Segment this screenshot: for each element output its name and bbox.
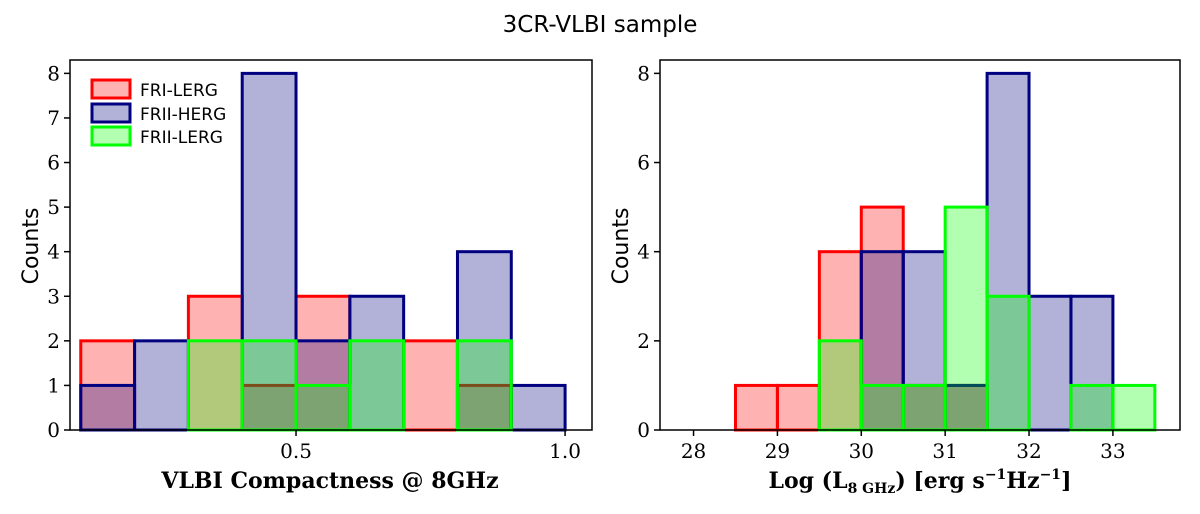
right-xlabel-mid1: ) [erg s	[895, 468, 985, 494]
right-xtick-label-3: 31	[932, 439, 957, 463]
left-bar-fri-lerg-6	[402, 339, 459, 432]
left-xtick-label-0: 0.5	[280, 439, 312, 463]
right-bar-frii-lerg-2	[817, 339, 863, 432]
chart-left: 0 1 2 3 4 5 6 7 8 0.5 1.0	[47, 59, 593, 463]
right-xtick-label-5: 33	[1100, 439, 1125, 463]
right-xtick-label-4: 32	[1016, 439, 1041, 463]
right-xlabel-sup1: −1	[985, 467, 1006, 483]
left-bar-frii-herg-1	[133, 339, 190, 432]
figure-title: 3CR-VLBI sample	[503, 12, 698, 38]
right-bar-frii-lerg-9	[1111, 383, 1157, 432]
left-bar-frii-herg-0	[79, 383, 137, 432]
left-axes-frame	[69, 59, 593, 431]
right-xlabel-pre: Log (L	[769, 468, 848, 494]
right-ytick-label-1: 2	[637, 329, 650, 353]
right-axes-frame	[659, 59, 1181, 431]
legend-swatch-frii-herg	[90, 102, 132, 124]
right-xtick-label-0: 28	[681, 439, 706, 463]
legend-swatch-fri-lerg	[90, 78, 132, 100]
right-ytick-label-2: 4	[637, 240, 650, 264]
right-ytick-label-0: 0	[637, 418, 650, 442]
right-ytick-label-3: 6	[637, 151, 650, 175]
right-xlabel-post: ]	[1061, 468, 1071, 494]
left-xlabel: VLBI Compactness @ 8GHz	[160, 468, 498, 494]
left-ylabel: Counts	[19, 208, 44, 285]
left-ytick-label-3: 3	[47, 284, 60, 308]
right-bar-frii-lerg-5	[943, 205, 989, 432]
left-bar-frii-lerg-0	[186, 339, 244, 432]
legend-label-frii-herg: FRII-HERG	[140, 105, 226, 125]
left-ytick-label-8: 8	[47, 61, 60, 85]
right-ytick-label-4: 8	[637, 61, 650, 85]
right-bar-fri-lerg-0	[733, 383, 779, 432]
legend-label-fri-lerg: FRI-LERG	[140, 81, 218, 101]
right-ylabel: Counts	[609, 208, 634, 285]
left-ytick-label-2: 2	[47, 329, 60, 353]
right-xlabel: Log (L8 GHz) [erg s−1Hz−1]	[769, 467, 1072, 497]
right-bar-frii-lerg-6	[985, 294, 1031, 432]
left-bar-frii-lerg-5	[455, 339, 513, 432]
left-ytick-label-6: 6	[47, 151, 60, 175]
right-bar-frii-lerg-4	[901, 383, 947, 432]
left-xtick-label-1: 1.0	[549, 439, 581, 463]
chart-right: 0 2 4 6 8 28 29 30 31 32 33	[637, 59, 1181, 463]
left-ytick-label-5: 5	[47, 195, 60, 219]
right-xlabel-sup2: −1	[1040, 467, 1061, 483]
right-bar-fri-lerg-1	[775, 383, 821, 432]
right-xtick-label-1: 29	[765, 439, 790, 463]
left-bar-frii-lerg-2	[294, 383, 352, 432]
left-ytick-label-4: 4	[47, 240, 60, 264]
left-bar-frii-lerg-3	[348, 339, 406, 432]
legend-swatch-frii-lerg	[90, 125, 132, 147]
left-bar-frii-herg-8	[509, 383, 567, 432]
right-bar-frii-herg-4	[1027, 294, 1073, 432]
legend-label-frii-lerg: FRII-LERG	[140, 128, 223, 148]
right-xlabel-mid2: Hz	[1006, 468, 1039, 494]
right-xtick-label-2: 30	[849, 439, 874, 463]
left-ytick-label-7: 7	[47, 106, 60, 130]
left-ytick-label-0: 0	[47, 418, 60, 442]
right-bar-frii-lerg-8	[1069, 383, 1115, 432]
right-bar-frii-lerg-3	[859, 383, 905, 432]
left-ytick-label-1: 1	[47, 373, 60, 397]
left-bar-frii-lerg-1	[240, 339, 298, 432]
legend: FRI-LERG FRII-HERG FRII-LERG	[90, 78, 226, 148]
right-xlabel-sub: 8 GHz	[848, 481, 896, 497]
right-bar-frii-herg-5	[1069, 294, 1115, 432]
